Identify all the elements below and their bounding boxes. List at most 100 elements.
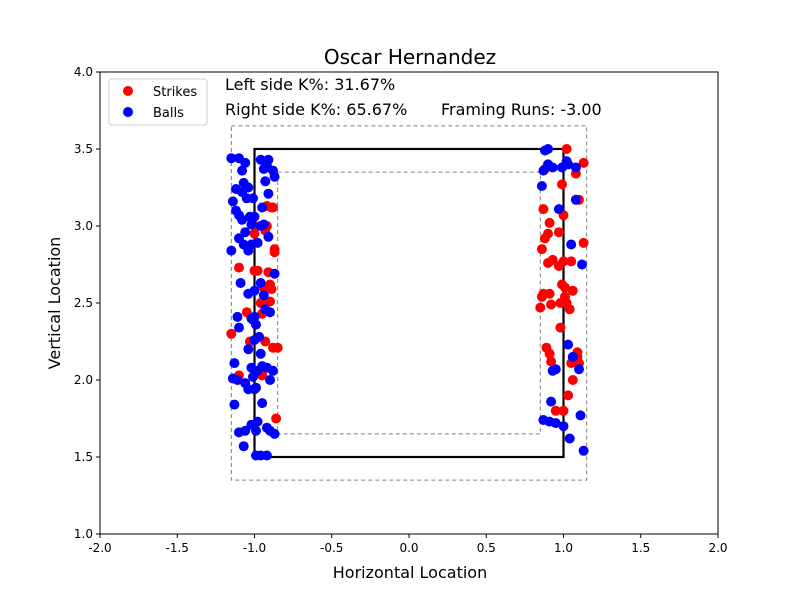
point-balls [566, 239, 577, 250]
point-balls [240, 227, 251, 238]
y-tick-label: 2.5 [74, 296, 93, 310]
point-strikes [536, 244, 547, 255]
point-balls [570, 194, 581, 205]
left-k-annotation: Left side K%: 31.67% [225, 75, 395, 94]
y-tick-label: 3.5 [74, 142, 93, 156]
point-strikes [249, 228, 260, 239]
point-balls [229, 399, 240, 410]
point-balls [235, 278, 246, 288]
legend-label-strikes: Strikes [153, 85, 197, 100]
framing-runs-annotation: Framing Runs: -3.00 [441, 100, 602, 119]
point-balls [536, 181, 547, 191]
y-tick-label: 2.0 [74, 373, 93, 387]
point-strikes [564, 304, 575, 315]
x-tick-label: -1.0 [243, 541, 266, 555]
tick-layer: -2.0 -1.5 -1.0 -0.5 0.0 0.5 1.0 1.5 2.0 1.0 1.5 2.0… [74, 65, 728, 555]
y-tick-label: 3.0 [74, 219, 93, 233]
point-balls [543, 144, 553, 154]
point-balls [251, 382, 261, 393]
point-balls [268, 365, 278, 376]
point-balls [265, 375, 275, 385]
point-strikes [546, 299, 557, 310]
point-balls [243, 344, 254, 355]
point-balls [269, 428, 280, 439]
point-balls [558, 421, 569, 432]
point-balls [251, 425, 261, 436]
point-balls [255, 154, 266, 165]
y-tick-label: 1.0 [74, 527, 93, 541]
point-strikes [547, 254, 558, 265]
point-balls [563, 339, 574, 350]
point-balls [255, 348, 266, 359]
point-balls [237, 165, 248, 176]
point-balls [269, 268, 280, 279]
point-balls [260, 176, 271, 187]
point-strikes [538, 204, 549, 215]
point-balls [226, 153, 237, 164]
point-strikes [557, 179, 567, 190]
point-balls [229, 358, 240, 369]
point-strikes [555, 322, 566, 333]
legend: Strikes Balls [108, 78, 208, 126]
x-tick-label: 2.0 [708, 541, 727, 555]
point-strikes [544, 217, 555, 228]
right-k-annotation: Right side K%: 65.67% [225, 100, 407, 119]
point-balls [248, 193, 258, 204]
point-strikes [563, 390, 574, 401]
point-strikes [550, 405, 561, 416]
point-strikes [558, 256, 569, 267]
x-tick-label: 1.5 [631, 541, 650, 555]
point-balls [249, 285, 260, 296]
point-strikes [535, 302, 546, 313]
point-balls [263, 231, 274, 242]
point-balls [547, 162, 558, 173]
point-balls [227, 196, 238, 207]
point-balls [237, 214, 248, 225]
x-tick-label: 1.0 [554, 541, 573, 555]
point-balls [232, 375, 243, 385]
point-balls [234, 322, 244, 333]
point-strikes [558, 405, 569, 416]
point-balls [226, 245, 237, 256]
point-balls [553, 204, 564, 215]
point-strikes [543, 228, 553, 239]
point-balls [240, 157, 251, 168]
point-balls [258, 290, 269, 301]
legend-marker-balls [123, 107, 133, 117]
point-balls [246, 219, 257, 230]
point-balls [252, 237, 263, 248]
outer-zone-rect [230, 125, 588, 481]
legend-marker-strikes [123, 86, 133, 96]
point-strikes [544, 288, 555, 299]
point-balls [243, 182, 254, 193]
point-balls [269, 171, 280, 182]
x-tick-label: -0.5 [320, 541, 343, 555]
point-balls [546, 396, 557, 407]
x-axis-label: Horizontal Location [333, 563, 487, 582]
y-axis-label: Vertical Location [45, 237, 64, 370]
y-tick-label: 1.5 [74, 450, 93, 464]
point-balls [232, 311, 243, 322]
point-strikes [271, 413, 282, 424]
point-strikes [566, 256, 577, 267]
x-tick-label: -1.5 [166, 541, 189, 555]
point-balls [263, 188, 274, 199]
point-strikes [272, 342, 283, 353]
point-balls [575, 410, 586, 421]
point-balls [255, 278, 266, 288]
point-strikes [226, 328, 237, 339]
point-strikes [561, 144, 572, 154]
point-strikes [266, 284, 277, 295]
point-balls [252, 416, 263, 427]
point-balls [238, 441, 249, 452]
point-strikes [249, 265, 260, 276]
point-balls [240, 425, 251, 436]
point-balls [257, 398, 268, 409]
point-balls [263, 154, 274, 165]
point-layer [226, 144, 589, 461]
point-strikes [269, 244, 280, 255]
x-tick-label: 0.0 [399, 541, 418, 555]
point-balls [261, 450, 272, 461]
point-balls [258, 219, 269, 230]
point-strikes [560, 282, 570, 293]
